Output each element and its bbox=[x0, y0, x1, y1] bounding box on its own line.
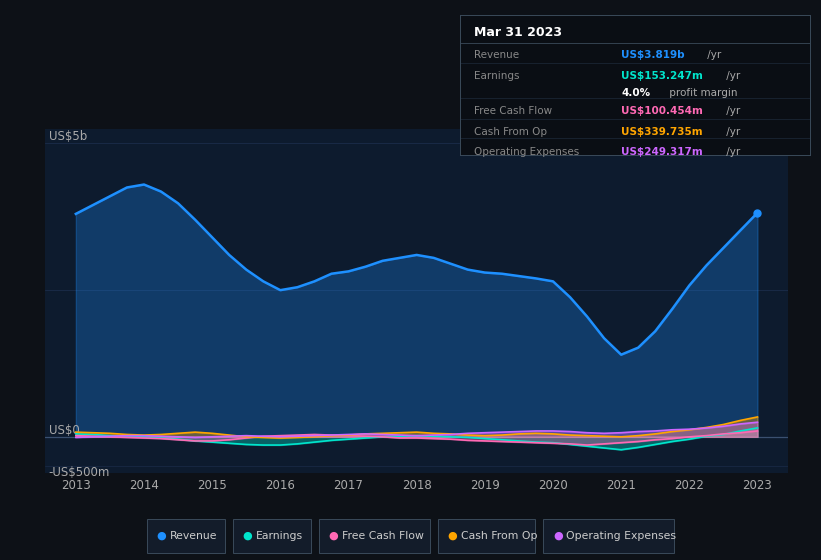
Text: US$100.454m: US$100.454m bbox=[621, 106, 703, 116]
Text: US$153.247m: US$153.247m bbox=[621, 71, 703, 81]
Text: ●: ● bbox=[328, 531, 338, 541]
Text: Cash From Op: Cash From Op bbox=[474, 127, 547, 137]
Text: Earnings: Earnings bbox=[256, 531, 303, 541]
Text: Revenue: Revenue bbox=[474, 50, 519, 60]
Text: profit margin: profit margin bbox=[667, 88, 738, 98]
Text: -US$500m: -US$500m bbox=[49, 466, 110, 479]
Text: 4.0%: 4.0% bbox=[621, 88, 650, 98]
Text: Free Cash Flow: Free Cash Flow bbox=[474, 106, 553, 116]
Text: /yr: /yr bbox=[722, 71, 740, 81]
Text: Revenue: Revenue bbox=[170, 531, 217, 541]
Text: US$5b: US$5b bbox=[49, 130, 87, 143]
Text: US$339.735m: US$339.735m bbox=[621, 127, 703, 137]
Text: Operating Expenses: Operating Expenses bbox=[474, 147, 580, 157]
Text: Operating Expenses: Operating Expenses bbox=[566, 531, 676, 541]
Text: /yr: /yr bbox=[722, 106, 740, 116]
Text: ●: ● bbox=[448, 531, 457, 541]
Text: /yr: /yr bbox=[704, 50, 722, 60]
Text: Mar 31 2023: Mar 31 2023 bbox=[474, 26, 562, 39]
Text: /yr: /yr bbox=[722, 147, 740, 157]
Text: ●: ● bbox=[243, 531, 252, 541]
Text: Earnings: Earnings bbox=[474, 71, 520, 81]
Text: Cash From Op: Cash From Op bbox=[461, 531, 538, 541]
Text: US$0: US$0 bbox=[49, 424, 80, 437]
Text: ●: ● bbox=[553, 531, 562, 541]
Text: Free Cash Flow: Free Cash Flow bbox=[342, 531, 424, 541]
Text: ●: ● bbox=[157, 531, 166, 541]
Text: US$3.819b: US$3.819b bbox=[621, 50, 685, 60]
Text: US$249.317m: US$249.317m bbox=[621, 147, 703, 157]
Text: /yr: /yr bbox=[722, 127, 740, 137]
